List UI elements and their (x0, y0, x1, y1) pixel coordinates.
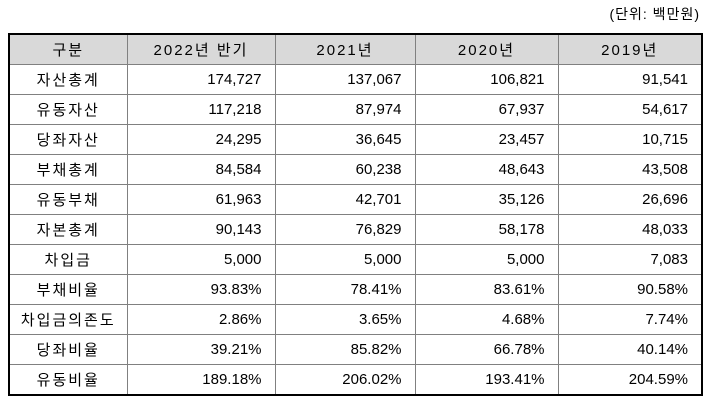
header-row: 구분 2022년 반기 2021년 2020년 2019년 (8, 33, 703, 65)
value-cell: 85.82% (274, 334, 416, 365)
value-cell: 5,000 (414, 244, 559, 275)
value-cell: 91,541 (557, 64, 703, 95)
table-body: 자산총계 174,727 137,067 106,821 91,541 유동자산 117,2… (8, 64, 703, 396)
value-cell: 7,083 (557, 244, 703, 275)
value-cell: 42,701 (274, 184, 416, 215)
row-label: 유동부채 (8, 184, 128, 215)
value-cell: 24,295 (126, 124, 276, 155)
value-cell: 26,696 (557, 184, 703, 215)
value-cell: 58,178 (414, 214, 559, 245)
column-header-1: 2022년 반기 (126, 33, 276, 65)
table-row: 유동자산 117,218 87,974 67,937 54,617 (8, 94, 703, 125)
value-cell: 36,645 (274, 124, 416, 155)
value-cell: 83.61% (414, 274, 559, 305)
row-label: 차입금 (8, 244, 128, 275)
value-cell: 61,963 (126, 184, 276, 215)
column-header-0: 구분 (8, 33, 128, 65)
value-cell: 106,821 (414, 64, 559, 95)
value-cell: 54,617 (557, 94, 703, 125)
table-row: 부채총계 84,584 60,238 48,643 43,508 (8, 154, 703, 185)
row-label: 당좌비율 (8, 334, 128, 365)
value-cell: 93.83% (126, 274, 276, 305)
value-cell: 2.86% (126, 304, 276, 335)
value-cell: 189.18% (126, 364, 276, 396)
row-label: 당좌자산 (8, 124, 128, 155)
financial-summary-table: 구분 2022년 반기 2021년 2020년 2019년 자산총계 174,727 137… (8, 33, 703, 396)
value-cell: 66.78% (414, 334, 559, 365)
value-cell: 84,584 (126, 154, 276, 185)
value-cell: 90,143 (126, 214, 276, 245)
table-row: 유동비율 189.18% 206.02% 193.41% 204.59% (8, 364, 703, 396)
value-cell: 206.02% (274, 364, 416, 396)
row-label: 부채비율 (8, 274, 128, 305)
value-cell: 5,000 (126, 244, 276, 275)
column-header-2: 2021년 (274, 33, 416, 65)
value-cell: 10,715 (557, 124, 703, 155)
row-label: 차입금의존도 (8, 304, 128, 335)
column-header-4: 2019년 (557, 33, 703, 65)
table-row: 부채비율 93.83% 78.41% 83.61% 90.58% (8, 274, 703, 305)
value-cell: 90.58% (557, 274, 703, 305)
value-cell: 48,643 (414, 154, 559, 185)
value-cell: 174,727 (126, 64, 276, 95)
value-cell: 40.14% (557, 334, 703, 365)
row-label: 유동비율 (8, 364, 128, 396)
table-row: 차입금의존도 2.86% 3.65% 4.68% 7.74% (8, 304, 703, 335)
row-label: 부채총계 (8, 154, 128, 185)
table-row: 유동부채 61,963 42,701 35,126 26,696 (8, 184, 703, 215)
row-label: 유동자산 (8, 94, 128, 125)
value-cell: 204.59% (557, 364, 703, 396)
value-cell: 78.41% (274, 274, 416, 305)
unit-label: (단위: 백만원) (609, 6, 700, 22)
value-cell: 35,126 (414, 184, 559, 215)
value-cell: 76,829 (274, 214, 416, 245)
value-cell: 23,457 (414, 124, 559, 155)
value-cell: 67,937 (414, 94, 559, 125)
table-row: 당좌자산 24,295 36,645 23,457 10,715 (8, 124, 703, 155)
value-cell: 193.41% (414, 364, 559, 396)
value-cell: 4.68% (414, 304, 559, 335)
value-cell: 137,067 (274, 64, 416, 95)
value-cell: 3.65% (274, 304, 416, 335)
value-cell: 87,974 (274, 94, 416, 125)
value-cell: 7.74% (557, 304, 703, 335)
table-row: 자산총계 174,727 137,067 106,821 91,541 (8, 64, 703, 95)
row-label: 자본총계 (8, 214, 128, 245)
row-label: 자산총계 (8, 64, 128, 95)
value-cell: 60,238 (274, 154, 416, 185)
table-row: 자본총계 90,143 76,829 58,178 48,033 (8, 214, 703, 245)
value-cell: 48,033 (557, 214, 703, 245)
column-header-3: 2020년 (414, 33, 559, 65)
table-row: 당좌비율 39.21% 85.82% 66.78% 40.14% (8, 334, 703, 365)
value-cell: 5,000 (274, 244, 416, 275)
value-cell: 39.21% (126, 334, 276, 365)
table-row: 차입금 5,000 5,000 5,000 7,083 (8, 244, 703, 275)
value-cell: 43,508 (557, 154, 703, 185)
value-cell: 117,218 (126, 94, 276, 125)
